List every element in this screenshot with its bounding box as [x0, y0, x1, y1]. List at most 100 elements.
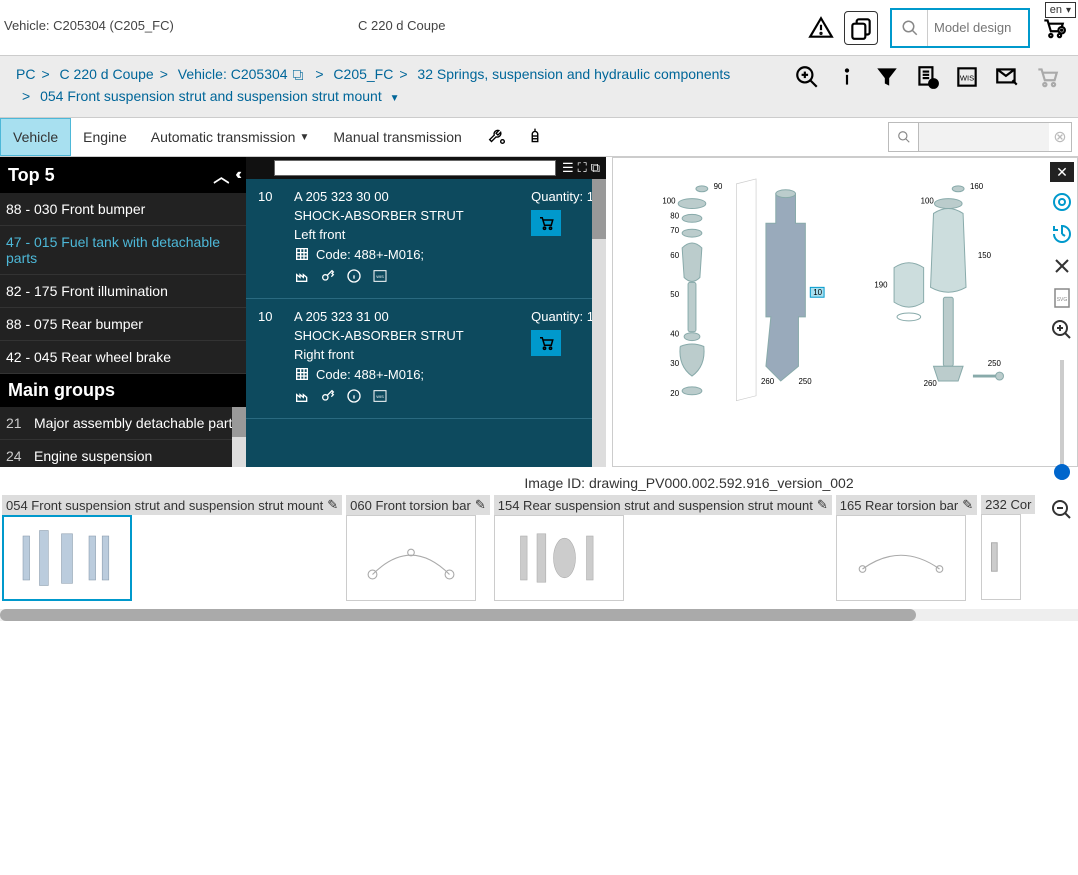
svg-text:100: 100: [921, 197, 935, 206]
cart-grey-icon[interactable]: [1034, 64, 1060, 93]
wis-icon[interactable]: WIS: [954, 64, 980, 93]
filter-icon[interactable]: [874, 64, 900, 93]
sidebar-group-list: 21Major assembly detachable parts 24Engi…: [0, 407, 246, 467]
sidebar-item[interactable]: 88 - 075 Rear bumper: [0, 308, 246, 341]
add-to-cart-button[interactable]: [531, 330, 561, 356]
sidebar-group-item[interactable]: 21Major assembly detachable parts: [0, 407, 246, 440]
group-label: Engine suspension: [34, 448, 152, 464]
copy-icon[interactable]: ⧉: [591, 160, 600, 176]
tab-auto-trans[interactable]: Automatic transmission▼: [139, 118, 322, 156]
zoom-slider[interactable]: [1060, 360, 1064, 480]
clear-icon[interactable]: ⊗: [1049, 127, 1071, 147]
tab-vehicle[interactable]: Vehicle: [0, 118, 71, 156]
part-code: Code: 488+-M016;: [316, 247, 424, 262]
info-icon[interactable]: [834, 64, 860, 93]
thumbnail-card[interactable]: 165 Rear torsion bar✎: [836, 495, 977, 601]
svg-text:WIS: WIS: [376, 274, 384, 279]
cart-icon[interactable]: [1036, 11, 1070, 45]
sidebar-item[interactable]: 47 - 015 Fuel tank with detachable parts: [0, 226, 246, 275]
group-num: 24: [6, 448, 34, 464]
crumb-subgroup[interactable]: 054 Front suspension strut and suspensio…: [40, 88, 382, 104]
thumb-label: 165 Rear torsion bar: [840, 498, 959, 513]
add-to-cart-button[interactable]: [531, 210, 561, 236]
part-row[interactable]: 10 A 205 323 30 00 SHOCK-ABSORBER STRUT …: [246, 179, 606, 299]
zoom-in-icon[interactable]: [1050, 318, 1074, 342]
collapse-left-icon[interactable]: ‹‹: [235, 166, 238, 184]
sidebar-item[interactable]: 88 - 030 Front bumper: [0, 193, 246, 226]
breadcrumb-row: PC> C 220 d Coupe> Vehicle: C205304 > C2…: [0, 56, 1078, 117]
thumbnail-card[interactable]: 054 Front suspension strut and suspensio…: [2, 495, 342, 601]
close-icon[interactable]: ✕: [1050, 162, 1074, 182]
toolbar-icons: ! WIS: [794, 64, 1068, 93]
list-icon[interactable]: ☰: [562, 160, 574, 176]
sidebar-item[interactable]: 82 - 175 Front illumination: [0, 275, 246, 308]
zoom-out-icon[interactable]: [1050, 498, 1074, 522]
sidebar-group-item[interactable]: 24Engine suspension: [0, 440, 246, 467]
crumb-pc[interactable]: PC: [16, 66, 35, 82]
wrench-icon[interactable]: [486, 125, 508, 150]
crumb-model[interactable]: C 220 d Coupe: [60, 66, 154, 82]
bolt-icon[interactable]: [524, 125, 546, 150]
parts-filter-input[interactable]: [274, 160, 556, 176]
crumb-vehicle[interactable]: Vehicle: C205304: [178, 66, 288, 82]
main-search-input[interactable]: [928, 10, 1028, 46]
key-icon[interactable]: [320, 388, 336, 404]
sidebar-item-label: 42 - 045 Rear wheel brake: [6, 349, 171, 365]
diagram-toolbar: ✕ SVG: [1047, 158, 1077, 522]
expand-icon[interactable]: ⛶: [578, 160, 587, 176]
mail-edit-icon[interactable]: [994, 64, 1020, 93]
tab-engine[interactable]: Engine: [71, 118, 139, 156]
sidebar-item[interactable]: 42 - 045 Rear wheel brake: [0, 341, 246, 374]
diagram-image[interactable]: 90 100 80 70 60 50 40 30 20 10 260 250: [623, 168, 1037, 456]
part-row[interactable]: 10 A 205 323 31 00 SHOCK-ABSORBER STRUT …: [246, 299, 606, 419]
search-icon[interactable]: [889, 123, 919, 151]
factory-icon[interactable]: [294, 388, 310, 404]
collapse-up-icon[interactable]: ︿: [213, 163, 229, 187]
edit-icon[interactable]: ✎: [817, 497, 828, 513]
parts-scrollbar[interactable]: [592, 179, 606, 467]
qty-label: Quantity:: [531, 189, 583, 204]
group-label: Major assembly detachable parts: [34, 415, 239, 431]
tools-icon[interactable]: [1050, 254, 1074, 278]
svg-text:150: 150: [978, 251, 992, 260]
wis-small-icon[interactable]: WIS: [372, 388, 388, 404]
search-icon[interactable]: [892, 10, 928, 46]
sidebar-scrollbar[interactable]: [232, 407, 246, 467]
zoom-in-icon[interactable]: [794, 64, 820, 93]
wis-small-icon[interactable]: WIS: [372, 268, 388, 284]
svg-text:WIS: WIS: [960, 73, 974, 82]
svg-text:100: 100: [662, 197, 676, 206]
svg-export-icon[interactable]: SVG: [1050, 286, 1074, 310]
svg-text:60: 60: [670, 251, 679, 260]
thumbnail-card[interactable]: 232 Cor: [981, 495, 1035, 601]
thumb-label: 054 Front suspension strut and suspensio…: [6, 498, 323, 513]
thumbnail-card[interactable]: 060 Front torsion bar✎: [346, 495, 490, 601]
secondary-search-input[interactable]: [919, 123, 1049, 151]
info-circle-icon[interactable]: [346, 388, 362, 404]
thumbnail-card[interactable]: 154 Rear suspension strut and suspension…: [494, 495, 832, 601]
horizontal-scrollbar[interactable]: [0, 609, 1078, 621]
crumb-group[interactable]: 32 Springs, suspension and hydraulic com…: [417, 66, 730, 82]
thumb-label: 232 Cor: [985, 497, 1031, 512]
thumb-label: 154 Rear suspension strut and suspension…: [498, 498, 813, 513]
factory-icon[interactable]: [294, 268, 310, 284]
info-circle-icon[interactable]: [346, 268, 362, 284]
copy-icon[interactable]: [844, 11, 878, 45]
crumb-code[interactable]: C205_FC: [333, 66, 393, 82]
sidebar-item-label: 47 - 015 Fuel tank with detachable parts: [6, 234, 220, 266]
warning-icon[interactable]: [804, 11, 838, 45]
sidebar-item-label: 82 - 175 Front illumination: [6, 283, 168, 299]
secondary-search: ⊗: [888, 122, 1072, 152]
svg-text:30: 30: [670, 359, 679, 368]
svg-text:260: 260: [761, 377, 775, 386]
document-alert-icon[interactable]: !: [914, 64, 940, 93]
edit-icon[interactable]: ✎: [962, 497, 973, 513]
svg-text:SVG: SVG: [1057, 297, 1068, 303]
tab-manual-trans[interactable]: Manual transmission: [321, 118, 473, 156]
edit-icon[interactable]: ✎: [475, 497, 486, 513]
target-icon[interactable]: [1050, 190, 1074, 214]
key-icon[interactable]: [320, 268, 336, 284]
history-icon[interactable]: [1050, 222, 1074, 246]
parts-header: ☰ ⛶ ⧉: [246, 157, 606, 179]
edit-icon[interactable]: ✎: [327, 497, 338, 513]
